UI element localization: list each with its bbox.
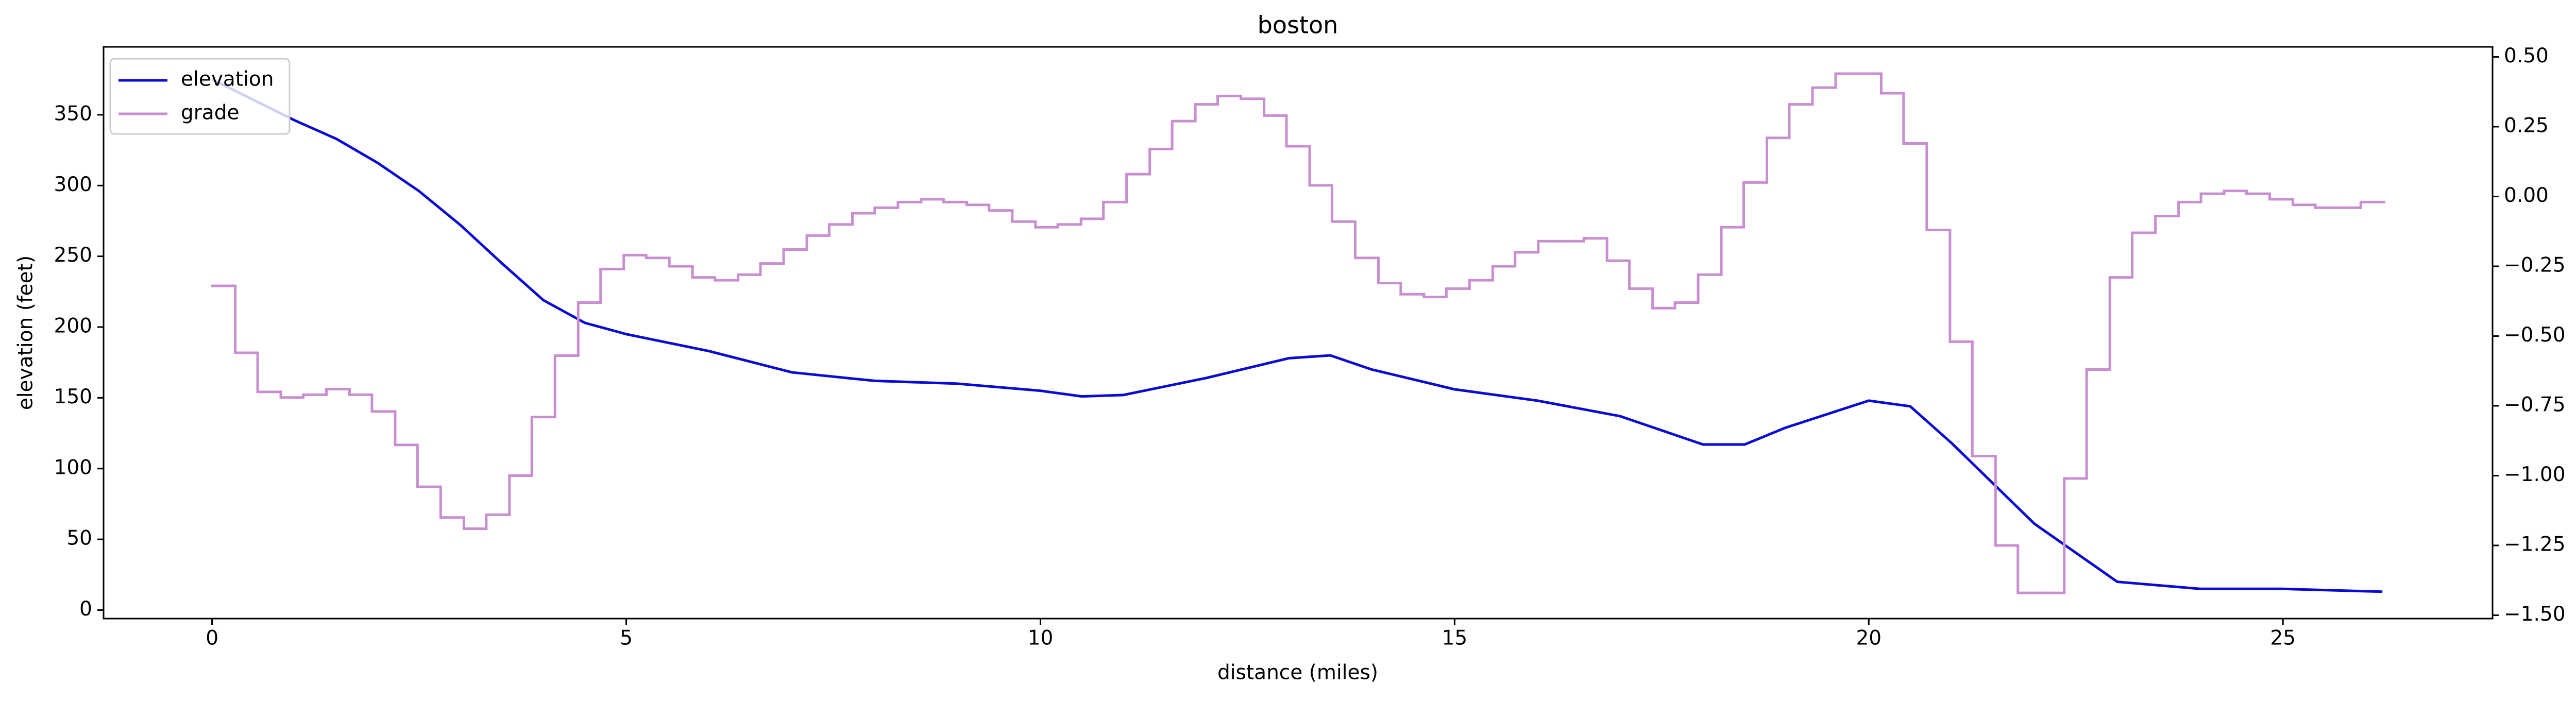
x-tick-label: 5 [620, 627, 633, 650]
y2-tick-label: 0.25 [2504, 114, 2549, 138]
chart-title: boston [1258, 11, 1338, 39]
x-tick-label: 0 [206, 627, 218, 650]
x-tick-label: 10 [1028, 627, 1054, 650]
y2-tick-label: −1.00 [2504, 463, 2566, 486]
legend-label: elevation [181, 68, 274, 91]
y-tick-label: 250 [54, 244, 92, 267]
y2-tick-label: −0.25 [2504, 254, 2566, 277]
y-tick-label: 300 [54, 173, 92, 196]
y-tick-label: 200 [54, 315, 92, 338]
y2-tick-label: −1.50 [2504, 603, 2566, 626]
y-tick-label: 50 [66, 527, 92, 550]
y-tick-label: 0 [79, 597, 92, 621]
y2-tick-label: 0.00 [2504, 184, 2549, 207]
y-tick-label: 350 [54, 102, 92, 125]
y-tick-label: 150 [54, 385, 92, 408]
x-axis-label: distance (miles) [1217, 661, 1378, 685]
legend-label: grade [181, 101, 239, 125]
y2-tick-label: 0.50 [2504, 44, 2549, 67]
y2-tick-label: −1.25 [2504, 533, 2566, 556]
plot-frame [103, 46, 2494, 620]
x-tick-label: 20 [1856, 627, 1882, 650]
line [211, 78, 2383, 593]
y2-tick-label: −0.75 [2504, 394, 2566, 417]
y-tick-label: 100 [54, 456, 92, 479]
y2-tick-label: −0.50 [2504, 323, 2566, 347]
y-axis-label: elevation (feet) [14, 255, 38, 410]
x-tick-label: 15 [1442, 627, 1468, 650]
x-tick-label: 25 [2270, 627, 2296, 650]
